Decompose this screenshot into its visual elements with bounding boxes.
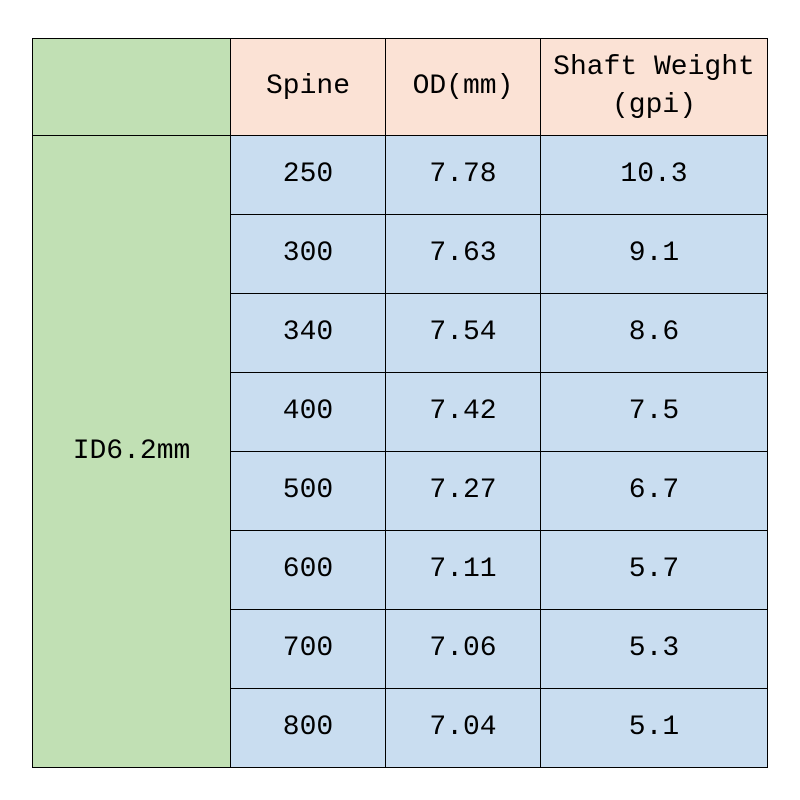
- cell-weight: 7.5: [541, 373, 768, 452]
- cell-weight: 10.3: [541, 136, 768, 215]
- spec-table-container: Spine OD(mm) Shaft Weight (gpi) ID6.2mm …: [32, 38, 767, 768]
- cell-od: 7.42: [386, 373, 541, 452]
- cell-od: 7.54: [386, 294, 541, 373]
- cell-weight: 5.1: [541, 689, 768, 768]
- row-label-id: ID6.2mm: [33, 136, 231, 768]
- cell-weight: 6.7: [541, 452, 768, 531]
- cell-od: 7.04: [386, 689, 541, 768]
- cell-weight: 5.7: [541, 531, 768, 610]
- header-weight-line2: (gpi): [612, 90, 696, 121]
- header-weight-line1: Shaft Weight: [553, 52, 755, 83]
- cell-spine: 800: [231, 689, 386, 768]
- cell-weight: 9.1: [541, 215, 768, 294]
- cell-od: 7.06: [386, 610, 541, 689]
- cell-weight: 8.6: [541, 294, 768, 373]
- cell-weight: 5.3: [541, 610, 768, 689]
- cell-spine: 250: [231, 136, 386, 215]
- cell-spine: 300: [231, 215, 386, 294]
- header-od: OD(mm): [386, 39, 541, 136]
- spec-table: Spine OD(mm) Shaft Weight (gpi) ID6.2mm …: [32, 38, 768, 768]
- cell-spine: 400: [231, 373, 386, 452]
- cell-od: 7.63: [386, 215, 541, 294]
- cell-spine: 500: [231, 452, 386, 531]
- cell-od: 7.27: [386, 452, 541, 531]
- header-row: Spine OD(mm) Shaft Weight (gpi): [33, 39, 768, 136]
- cell-spine: 340: [231, 294, 386, 373]
- header-weight: Shaft Weight (gpi): [541, 39, 768, 136]
- header-blank: [33, 39, 231, 136]
- table-row: ID6.2mm 250 7.78 10.3: [33, 136, 768, 215]
- header-spine: Spine: [231, 39, 386, 136]
- cell-od: 7.78: [386, 136, 541, 215]
- cell-spine: 700: [231, 610, 386, 689]
- cell-spine: 600: [231, 531, 386, 610]
- cell-od: 7.11: [386, 531, 541, 610]
